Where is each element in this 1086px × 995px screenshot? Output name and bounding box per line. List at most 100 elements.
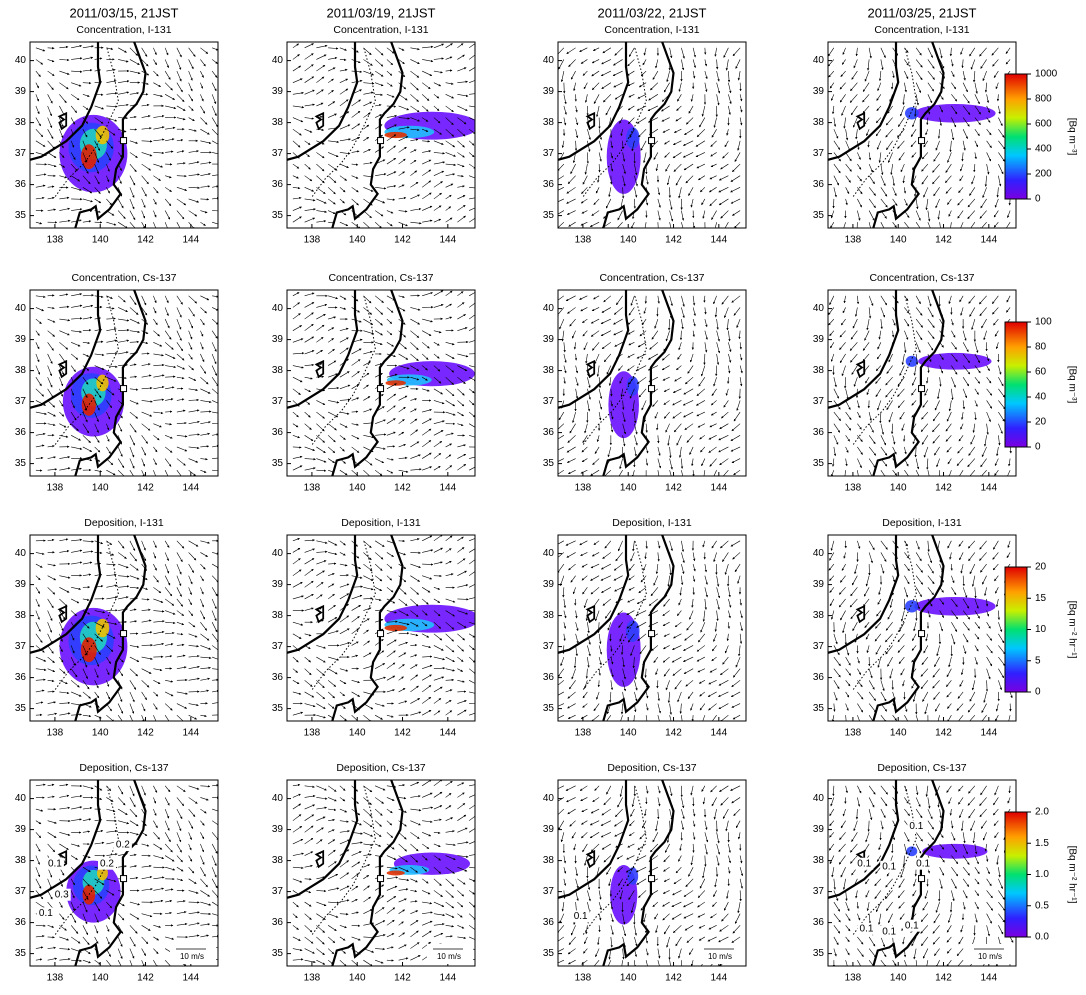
wind-vector bbox=[968, 715, 975, 723]
wind-vector bbox=[889, 412, 893, 422]
wind-vector bbox=[328, 888, 339, 890]
wind-vector bbox=[576, 611, 577, 619]
wind-vector bbox=[212, 342, 216, 351]
wind-vector bbox=[59, 342, 67, 349]
wind-vector bbox=[963, 331, 966, 341]
wind-vector bbox=[719, 447, 729, 452]
wind-vector bbox=[628, 319, 634, 324]
wind-vector bbox=[200, 668, 210, 669]
panel-title: Deposition, I-131 bbox=[341, 517, 421, 529]
wind-vector bbox=[947, 412, 951, 421]
wind-vector bbox=[363, 576, 373, 581]
panel-title: Deposition, I-131 bbox=[612, 517, 692, 529]
wind-vector bbox=[629, 48, 634, 57]
wind-vector bbox=[629, 94, 635, 97]
wind-vector bbox=[628, 118, 634, 124]
wind-vector bbox=[904, 71, 908, 79]
wind-vector bbox=[165, 71, 170, 79]
wind-vector bbox=[947, 447, 951, 452]
wind-vector bbox=[165, 48, 168, 55]
wind-vector bbox=[664, 856, 670, 862]
wind-vector bbox=[834, 949, 836, 957]
lat-tick-label: 40 bbox=[813, 793, 825, 804]
lat-tick-label: 40 bbox=[15, 548, 27, 559]
wind-vector bbox=[189, 552, 196, 560]
wind-vector bbox=[705, 856, 706, 867]
lat-tick-label: 36 bbox=[543, 179, 555, 190]
wind-vector bbox=[71, 807, 82, 809]
wind-vector bbox=[973, 424, 974, 433]
wind-vector bbox=[165, 387, 174, 389]
wind-vector bbox=[422, 193, 431, 199]
wind-vector bbox=[83, 447, 92, 452]
wind-vector bbox=[646, 424, 647, 433]
wind-vector bbox=[701, 622, 705, 632]
wind-vector bbox=[457, 925, 464, 928]
wind-vector bbox=[165, 844, 172, 852]
wind-vector bbox=[963, 141, 965, 150]
wind-vector bbox=[434, 844, 440, 847]
wind-vector bbox=[305, 377, 313, 379]
wind-vector bbox=[900, 366, 905, 376]
wind-vector bbox=[857, 447, 862, 455]
wind-vector bbox=[580, 296, 588, 300]
wind-vector bbox=[36, 342, 39, 349]
wind-vector bbox=[559, 412, 564, 420]
wind-vector bbox=[719, 680, 728, 685]
wind-vector bbox=[727, 319, 728, 330]
wind-vector bbox=[911, 129, 916, 136]
wind-vector bbox=[711, 412, 716, 415]
wind-vector bbox=[656, 925, 658, 932]
wind-vector bbox=[830, 342, 834, 348]
site-marker bbox=[378, 138, 384, 144]
wind-vector bbox=[165, 901, 172, 902]
wind-vector bbox=[305, 704, 316, 707]
wind-vector bbox=[387, 83, 392, 87]
wind-vector bbox=[714, 377, 717, 386]
wind-vector bbox=[293, 959, 303, 960]
wind-vector bbox=[328, 680, 336, 686]
contour-label: 0.2 bbox=[100, 858, 114, 869]
wind-vector bbox=[936, 199, 940, 208]
wind-vector bbox=[48, 118, 52, 128]
wind-vector bbox=[904, 342, 905, 352]
wind-vector bbox=[387, 432, 395, 435]
wind-vector bbox=[688, 867, 693, 876]
lat-tick-label: 37 bbox=[813, 396, 825, 407]
wind-vector bbox=[865, 377, 869, 383]
wind-vector bbox=[653, 71, 658, 79]
wind-vector bbox=[340, 552, 346, 555]
wind-vector bbox=[352, 111, 360, 117]
wind-vector bbox=[457, 793, 464, 798]
wind-vector bbox=[189, 576, 193, 584]
wind-vector bbox=[983, 187, 987, 197]
wind-vector bbox=[945, 176, 951, 183]
wind-vector bbox=[305, 634, 311, 636]
wind-vector bbox=[689, 611, 693, 620]
wind-vector bbox=[316, 412, 324, 418]
wind-vector bbox=[639, 587, 646, 593]
wind-vector bbox=[328, 914, 338, 918]
wind-vector bbox=[662, 366, 669, 370]
wind-vector bbox=[717, 319, 718, 329]
wind-vector bbox=[177, 319, 181, 329]
wind-vector bbox=[646, 541, 647, 549]
wind-vector bbox=[914, 879, 917, 886]
colorbar-unit: [Bq m⁻² hr⁻¹] bbox=[1066, 601, 1077, 659]
wind-vector bbox=[853, 319, 857, 328]
wind-vector bbox=[676, 937, 682, 946]
wind-vector bbox=[422, 151, 431, 153]
lat-tick-label: 37 bbox=[272, 148, 284, 159]
wind-vector bbox=[165, 809, 169, 818]
wind-vector bbox=[998, 366, 1000, 375]
wind-vector bbox=[569, 59, 576, 66]
wind-vector bbox=[898, 118, 904, 127]
wind-vector bbox=[857, 48, 858, 56]
wind-vector bbox=[316, 595, 322, 599]
wind-vector bbox=[410, 955, 420, 960]
wind-vector bbox=[59, 331, 69, 335]
wind-vector bbox=[434, 902, 444, 906]
wind-vector bbox=[200, 786, 209, 787]
wind-vector bbox=[717, 856, 719, 866]
wind-vector bbox=[59, 949, 69, 950]
